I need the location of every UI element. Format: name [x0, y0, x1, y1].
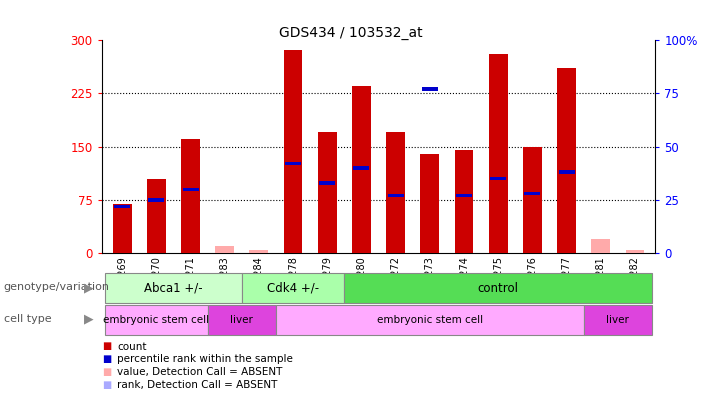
- Bar: [181, 139, 200, 253]
- Bar: [242, 273, 344, 303]
- Text: ▶: ▶: [84, 281, 94, 294]
- Text: ■: ■: [102, 367, 111, 377]
- Bar: [250, 250, 268, 253]
- Text: cell type: cell type: [4, 314, 51, 324]
- Bar: [388, 194, 404, 198]
- Bar: [149, 198, 164, 202]
- Bar: [386, 132, 405, 253]
- Bar: [207, 305, 276, 335]
- Bar: [559, 170, 575, 174]
- Bar: [105, 273, 242, 303]
- Bar: [421, 154, 440, 253]
- Text: ▶: ▶: [84, 313, 94, 326]
- Bar: [625, 250, 644, 253]
- Bar: [105, 305, 207, 335]
- Text: count: count: [117, 341, 147, 352]
- Text: ■: ■: [102, 341, 111, 352]
- Bar: [455, 150, 473, 253]
- Bar: [284, 50, 302, 253]
- Bar: [352, 86, 371, 253]
- Bar: [557, 68, 576, 253]
- Bar: [276, 305, 584, 335]
- Text: value, Detection Call = ABSENT: value, Detection Call = ABSENT: [117, 367, 283, 377]
- Text: GDS434 / 103532_at: GDS434 / 103532_at: [279, 26, 422, 40]
- Text: embryonic stem cell: embryonic stem cell: [376, 315, 483, 325]
- Bar: [344, 273, 652, 303]
- Bar: [489, 54, 508, 253]
- Bar: [215, 246, 234, 253]
- Text: genotype/variation: genotype/variation: [4, 282, 109, 293]
- Text: embryonic stem cell: embryonic stem cell: [103, 315, 210, 325]
- Bar: [490, 177, 506, 180]
- Bar: [584, 305, 652, 335]
- Bar: [524, 192, 540, 195]
- Bar: [113, 204, 132, 253]
- Bar: [319, 181, 335, 185]
- Bar: [422, 87, 438, 91]
- Text: liver: liver: [231, 315, 253, 325]
- Bar: [592, 239, 610, 253]
- Text: ■: ■: [102, 354, 111, 364]
- Bar: [523, 147, 542, 253]
- Text: percentile rank within the sample: percentile rank within the sample: [117, 354, 293, 364]
- Text: rank, Detection Call = ABSENT: rank, Detection Call = ABSENT: [117, 379, 278, 390]
- Text: Abca1 +/-: Abca1 +/-: [144, 282, 203, 295]
- Text: liver: liver: [606, 315, 629, 325]
- Text: Cdk4 +/-: Cdk4 +/-: [267, 282, 319, 295]
- Text: control: control: [477, 282, 519, 295]
- Bar: [285, 162, 301, 166]
- Bar: [147, 179, 165, 253]
- Bar: [318, 132, 336, 253]
- Bar: [353, 166, 369, 169]
- Bar: [182, 187, 198, 191]
- Text: ■: ■: [102, 379, 111, 390]
- Bar: [114, 205, 130, 208]
- Bar: [456, 194, 472, 198]
